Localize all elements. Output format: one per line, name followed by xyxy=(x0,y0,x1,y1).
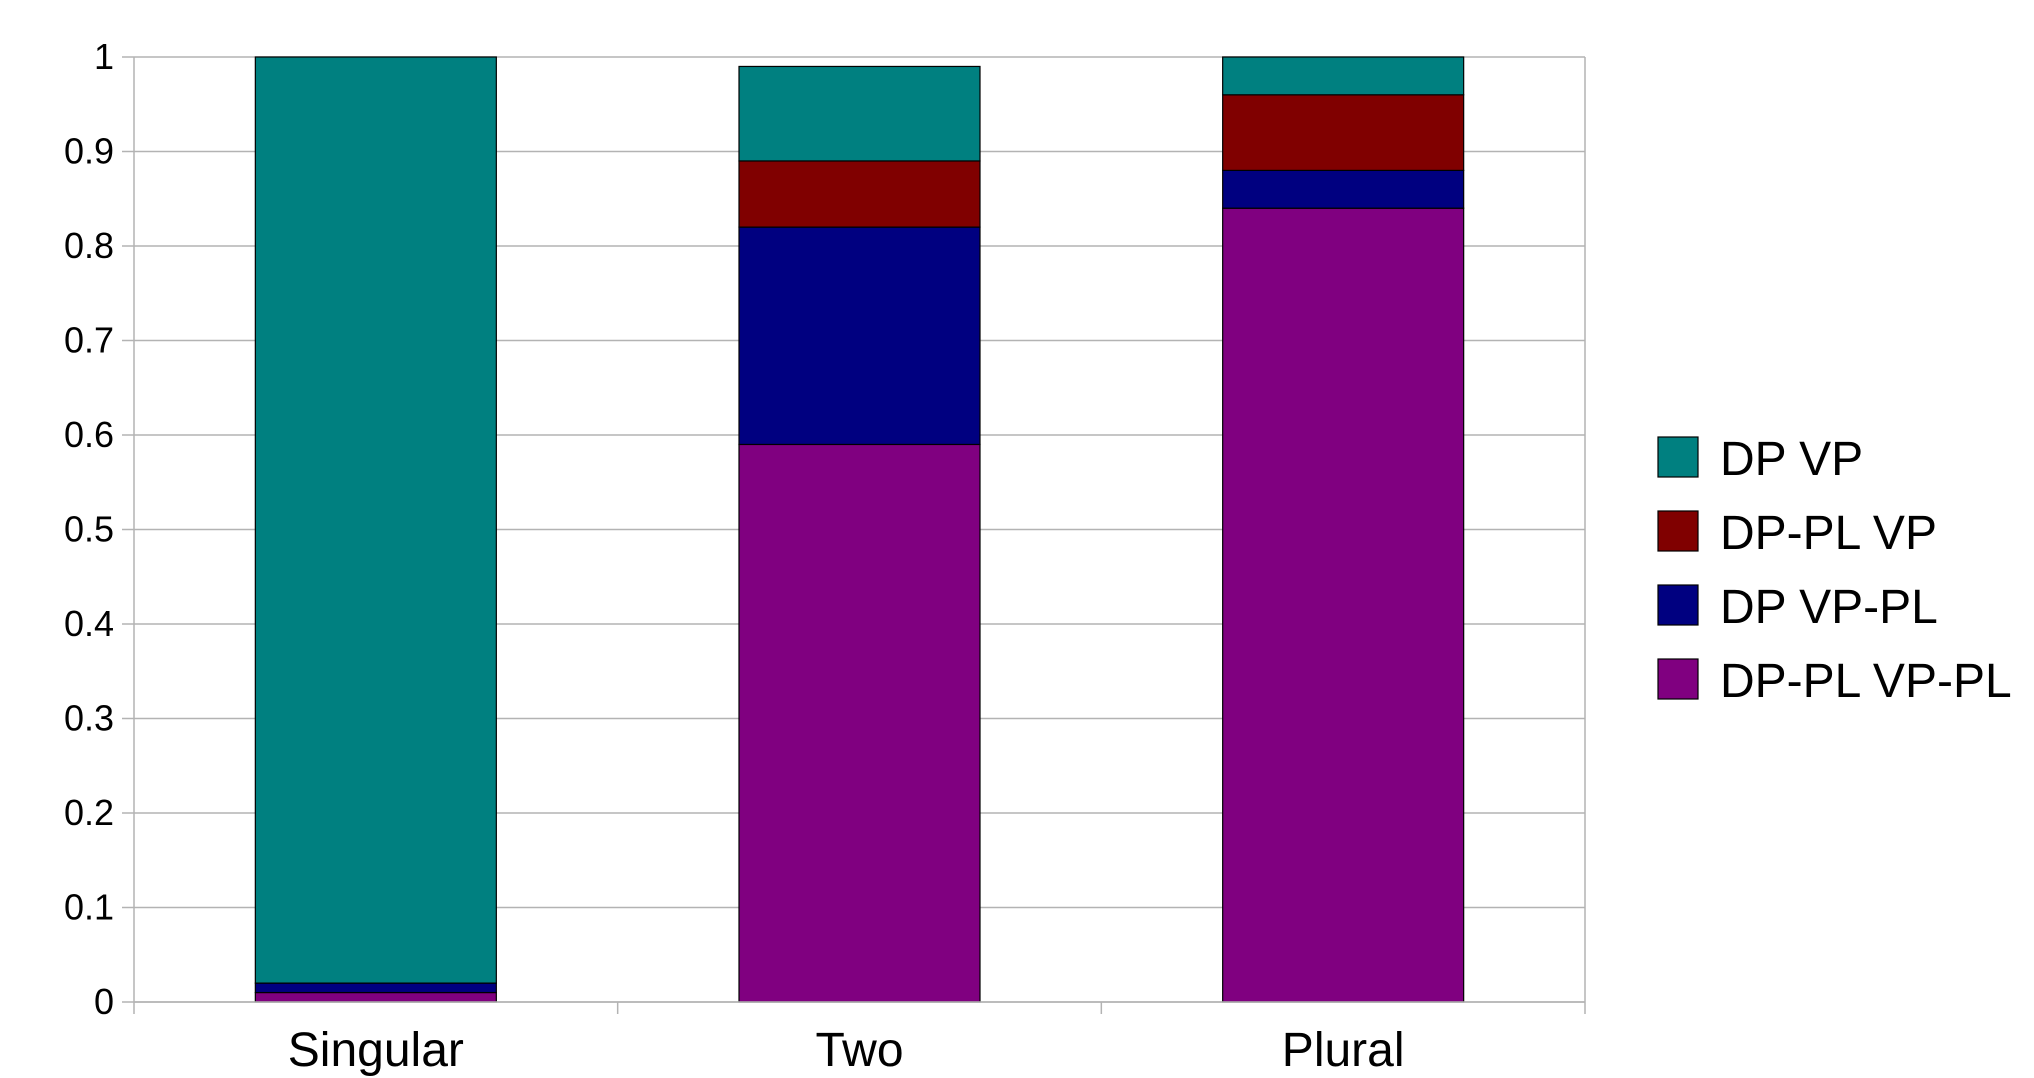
bar-segment xyxy=(738,443,981,1003)
x-category-label: Plural xyxy=(1282,1024,1405,1077)
y-tick-label: 0.3 xyxy=(64,698,114,739)
x-category-label: Singular xyxy=(288,1024,464,1077)
bar-segment xyxy=(738,160,981,228)
legend-swatch xyxy=(1657,658,1699,700)
y-tick-label: 0.5 xyxy=(64,509,114,550)
y-tick-label: 0.7 xyxy=(64,320,114,361)
bar-segment xyxy=(1222,94,1465,172)
bar-segment xyxy=(254,56,497,984)
bar-segment xyxy=(738,226,981,446)
y-tick-label: 0.2 xyxy=(64,792,114,833)
x-category-label: Two xyxy=(815,1024,903,1077)
axes: 0 0.1 0.2 0.3 0.4 0.5 0.6 0.7 0.8 0.9 1 Singular Two… xyxy=(64,36,1586,1077)
legend-swatch xyxy=(1657,510,1699,552)
y-tick-label: 0.9 xyxy=(64,131,114,172)
bar-segment xyxy=(254,982,497,994)
y-tick-label: 0.8 xyxy=(64,225,114,266)
bar-segment xyxy=(254,991,497,1003)
y-tick-label: 0.4 xyxy=(64,603,114,644)
legend: DP VP DP-PL VP DP VP-PL DP-PL VP-PL xyxy=(1657,433,2012,708)
bar-segment xyxy=(1222,169,1465,209)
legend-label: DP VP-PL xyxy=(1720,581,1938,634)
legend-label: DP-PL VP xyxy=(1720,507,1937,560)
bar-segment xyxy=(1222,56,1465,96)
bar-segment xyxy=(738,65,981,162)
bars xyxy=(254,56,1465,1003)
y-tick-label: 0 xyxy=(94,981,114,1022)
legend-label: DP-PL VP-PL xyxy=(1720,655,2012,708)
bar-segment xyxy=(1222,207,1465,1003)
legend-swatch xyxy=(1657,436,1699,478)
legend-swatch xyxy=(1657,584,1699,626)
y-tick-label: 0.1 xyxy=(64,887,114,928)
y-tick-label: 1 xyxy=(94,36,114,77)
legend-label: DP VP xyxy=(1720,433,1863,486)
y-tick-label: 0.6 xyxy=(64,414,114,455)
